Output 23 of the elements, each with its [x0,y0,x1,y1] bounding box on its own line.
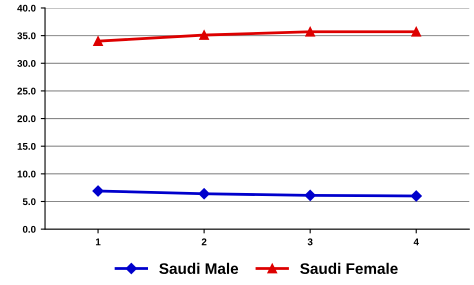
point [410,190,422,202]
x-tick-label: 4 [414,238,419,246]
x-tick-label: 1 [96,238,100,246]
point [92,185,104,197]
x-tick-label: 2 [202,238,206,246]
y-tick-label: 15.0 [18,142,36,150]
y-tick-label: 20.0 [17,115,36,122]
point [411,26,422,37]
point [93,36,103,46]
y-tick-label: 35.0 [17,32,36,40]
x-tick-label: 3 [308,238,313,246]
y-tick-label: 25.0 [17,88,36,95]
point [199,30,209,40]
legend-label: Saudi Female [300,262,398,274]
y-tick-label: 10.0 [18,170,36,178]
y-tick-label: 30.0 [17,60,36,67]
y-tick-label: 0.0 [22,226,36,233]
point [305,26,316,37]
y-tick-label: 40.0 [17,4,36,12]
point [304,190,316,202]
legend-label: Saudi Male [159,262,238,274]
point [198,188,210,200]
y-tick-label: 5.0 [22,198,36,206]
